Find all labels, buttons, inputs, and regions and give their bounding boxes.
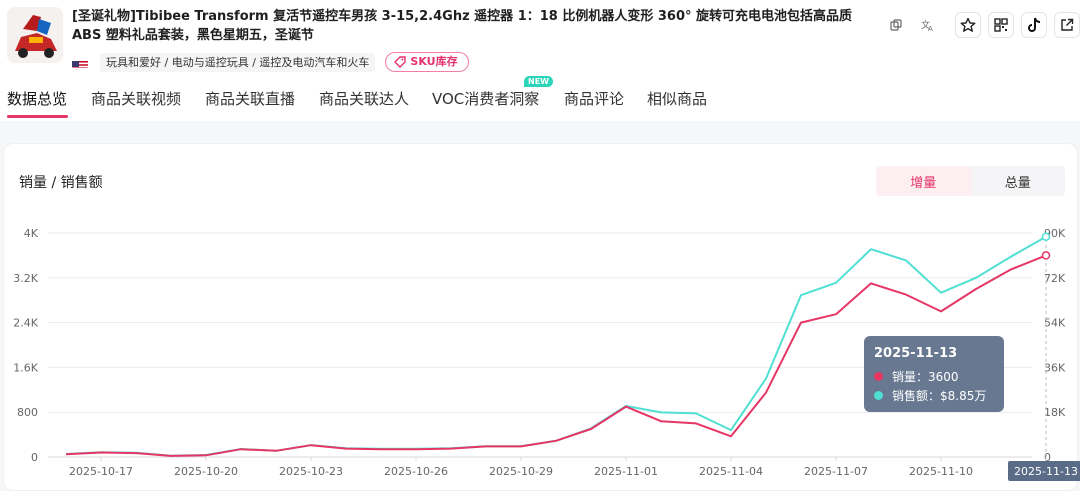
data-point xyxy=(1041,251,1051,260)
x-tick-label: 2025-10-20 xyxy=(174,465,238,478)
share-icon[interactable] xyxy=(1054,12,1080,38)
tab-product-reviews[interactable]: 商品评论 xyxy=(564,90,625,108)
product-thumbnail[interactable] xyxy=(7,7,63,63)
y-right-tick-label: 18K xyxy=(1044,406,1066,419)
sales-dot-icon xyxy=(874,372,883,381)
chart-tooltip: 2025-11-13 销量：3600 销售额：$8.85万 xyxy=(864,336,1004,412)
product-title: [圣诞礼物]Tibibee Transform 复活节遥控车男孩 3-15,2.… xyxy=(72,9,853,43)
y-left-tick-label: 3.2K xyxy=(13,272,38,285)
tab-bar: 数据总览 商品关联视频 商品关联直播 商品关联达人 VOC消费者洞察 商品评论 … xyxy=(0,80,1080,120)
tooltip-revenue-row: 销售额：$8.85万 xyxy=(874,386,994,405)
x-tick-label: 2025-11-13 xyxy=(1014,465,1078,478)
tooltip-date: 2025-11-13 xyxy=(874,346,958,361)
tab-similar-products[interactable]: 相似商品 xyxy=(647,90,708,108)
product-header: [圣诞礼物]Tibibee Transform 复活节遥控车男孩 3-15,2.… xyxy=(0,0,1080,78)
sku-button-label: SKU库存 xyxy=(410,55,458,68)
copy-icon[interactable] xyxy=(884,13,908,37)
svg-text:A: A xyxy=(928,25,933,32)
tab-related-creators[interactable]: 商品关联达人 xyxy=(319,90,410,108)
y-left-tick-label: 4K xyxy=(24,227,39,240)
qr-icon[interactable] xyxy=(988,12,1014,38)
star-icon[interactable] xyxy=(955,12,981,38)
toggle-increment[interactable]: 增量 xyxy=(876,166,971,196)
series-line-sales xyxy=(65,254,1047,457)
sku-inventory-button[interactable]: SKU库存 xyxy=(385,52,469,72)
active-tab-indicator xyxy=(7,115,68,118)
sales-card xyxy=(3,143,1078,491)
y-left-tick-label: 2.4K xyxy=(13,317,38,330)
data-point xyxy=(1041,232,1051,241)
x-tick-label: 2025-11-07 xyxy=(804,465,868,478)
svg-text:文: 文 xyxy=(921,19,930,31)
y-left-tick-label: 800 xyxy=(17,406,38,419)
x-tick-label: 2025-10-17 xyxy=(69,465,133,478)
new-badge: NEW xyxy=(524,76,553,87)
x-tick-label: 2025-10-29 xyxy=(489,465,553,478)
tab-related-videos[interactable]: 商品关联视频 xyxy=(91,90,182,108)
y-right-tick-label: 36K xyxy=(1044,361,1066,374)
tooltip-revenue: 销售额：$8.85万 xyxy=(892,389,987,403)
y-right-tick-label: 72K xyxy=(1044,272,1066,285)
tiktok-icon[interactable] xyxy=(1021,12,1047,38)
x-tick-highlight xyxy=(1008,461,1080,481)
tab-related-live[interactable]: 商品关联直播 xyxy=(205,90,296,108)
us-flag-icon xyxy=(72,57,88,68)
tab-data-overview[interactable]: 数据总览 xyxy=(7,90,68,108)
y-right-tick-label: 54K xyxy=(1044,317,1066,330)
y-right-tick-label: 0 xyxy=(1044,451,1051,464)
tag-icon xyxy=(394,56,407,68)
tooltip-sales: 销量：3600 xyxy=(892,370,959,384)
x-tick-label: 2025-10-26 xyxy=(384,465,448,478)
toggle-total[interactable]: 总量 xyxy=(1004,175,1031,191)
y-left-tick-label: 1.6K xyxy=(13,361,38,374)
x-tick-label: 2025-11-04 xyxy=(699,465,763,478)
x-tick-label: 2025-11-01 xyxy=(594,465,658,478)
y-left-tick-label: 0 xyxy=(31,451,38,464)
x-tick-label: 2025-10-23 xyxy=(279,465,343,478)
revenue-dot-icon xyxy=(874,391,883,400)
product-meta: 玩具和爱好 / 电动与遥控玩具 / 遥控及电动汽车和火车 SKU库存 xyxy=(72,52,469,72)
category-breadcrumb[interactable]: 玩具和爱好 / 电动与遥控玩具 / 遥控及电动汽车和火车 xyxy=(100,52,376,72)
card-title: 销量 / 销售额 xyxy=(19,175,103,191)
tooltip-sales-row: 销量：3600 xyxy=(874,367,994,386)
metric-toggle: 增量 总量 xyxy=(876,166,1065,196)
tab-voc-insights[interactable]: VOC消费者洞察 xyxy=(432,90,540,108)
x-tick-label: 2025-11-10 xyxy=(909,465,973,478)
